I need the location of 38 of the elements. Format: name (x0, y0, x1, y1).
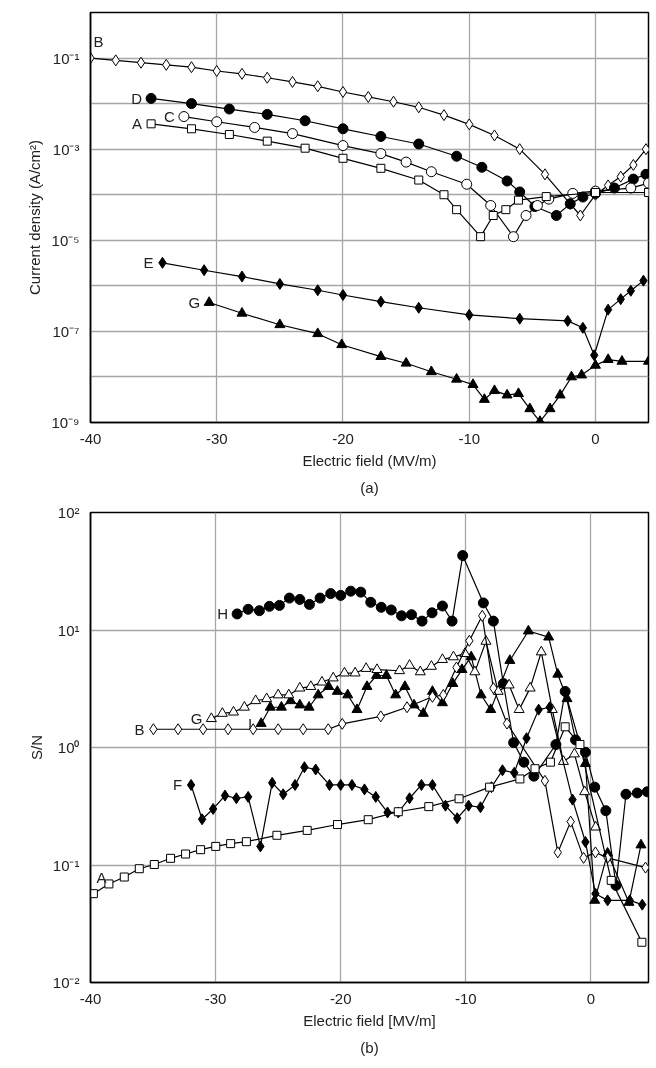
y-tick-label: 10⁰ (57, 739, 80, 756)
x-tick-label: -30 (205, 429, 228, 447)
series-label: G (190, 710, 203, 728)
text: (b) (360, 1038, 379, 1056)
series-label: D (131, 89, 143, 107)
y-tick-label: 10⁻⁷ (52, 322, 80, 340)
x-tick-label: -10 (455, 989, 477, 1007)
series-label: F (172, 776, 183, 794)
x-tick-label: 0 (591, 429, 600, 447)
x-tick-label: -40 (79, 989, 102, 1007)
series-label: I (247, 715, 253, 733)
y-tick-label: 10¹ (57, 621, 80, 639)
y-tick-label: 10⁻¹ (52, 856, 80, 874)
series-label: B (134, 720, 145, 738)
y-tick-label: 10⁻¹ (52, 49, 80, 67)
x-tick-label: -20 (332, 429, 354, 447)
series-label: G (188, 294, 201, 312)
x-tick-label: -30 (204, 989, 227, 1007)
y-tick-label: 10⁻⁵ (51, 231, 80, 249)
series-label: A (132, 115, 143, 133)
x-tick-label: 0 (586, 989, 596, 1007)
y-axis-title: S/N (27, 734, 45, 760)
series-label: E (143, 254, 154, 272)
y-tick-label: 10⁻⁹ (51, 414, 80, 431)
y-tick-label: 10⁻² (52, 974, 80, 991)
series-label: A (96, 868, 107, 886)
x-tick-label: -10 (458, 429, 481, 447)
series-label: C (164, 108, 176, 126)
series-label: H (217, 605, 229, 623)
x-tick-label: -20 (329, 989, 352, 1007)
text: (a) (360, 478, 379, 496)
x-axis-title: Electric field (MV/m) (302, 451, 437, 469)
x-tick-label: -40 (79, 429, 102, 447)
y-tick-label: 10² (57, 504, 80, 521)
x-axis-title: Electric field [MV/m] (303, 1011, 436, 1029)
y-tick-label: 10⁻³ (52, 140, 80, 158)
y-axis-title: Current density (A/cm²) (26, 139, 44, 296)
series-label: B (93, 33, 104, 51)
